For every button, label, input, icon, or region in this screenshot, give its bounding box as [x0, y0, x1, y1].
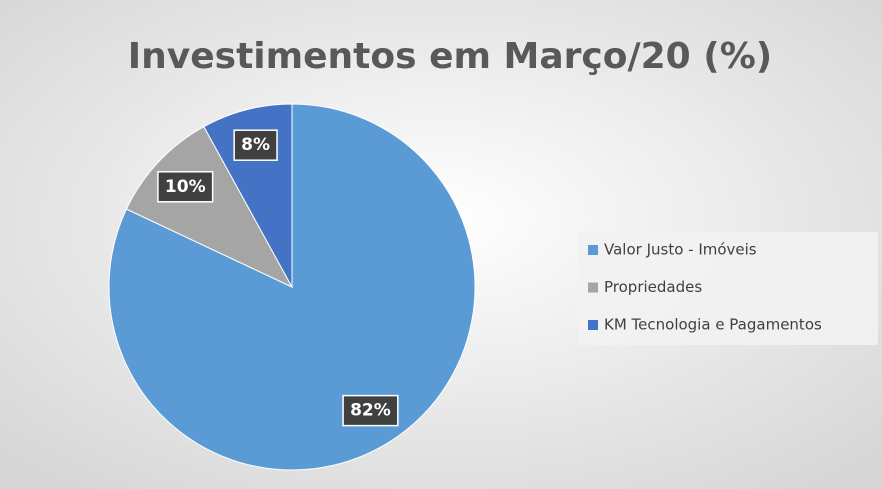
chart-title: Investimentos em Março/20 (%): [128, 36, 773, 77]
legend-swatch: [588, 320, 598, 330]
data-label: 10%: [165, 177, 206, 197]
data-label-box: [233, 129, 278, 161]
legend-label: Valor Justo - Imóveis: [604, 241, 757, 259]
data-label: 8%: [241, 135, 270, 155]
data-label: 82%: [350, 401, 391, 421]
data-label-box: [342, 394, 399, 427]
pie-slice: [125, 125, 294, 289]
data-label-box: [157, 171, 214, 203]
legend-label: KM Tecnologia e Pagamentos: [604, 316, 822, 334]
legend-box: [578, 232, 878, 345]
legend-swatch: [588, 282, 598, 293]
legend-label: Propriedades: [604, 278, 702, 296]
legend-swatch: [588, 245, 598, 255]
